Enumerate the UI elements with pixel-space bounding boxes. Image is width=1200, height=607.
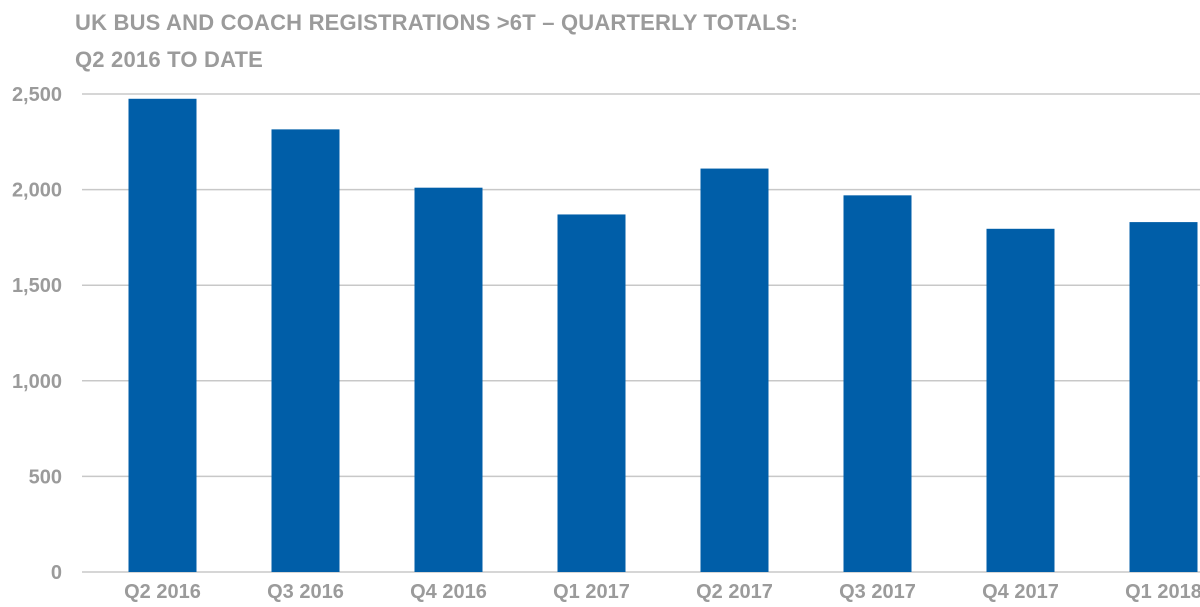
y-tick-label: 1,000 <box>12 371 62 393</box>
y-tick-label: 2,500 <box>12 84 62 106</box>
chart-title: UK BUS AND COACH REGISTRATIONS >6T – QUA… <box>75 4 798 78</box>
x-tick-label: Q3 2016 <box>267 581 344 603</box>
x-tick-label: Q3 2017 <box>839 581 916 603</box>
bars <box>128 98 1198 573</box>
bar <box>557 214 626 572</box>
x-tick-label: Q4 2017 <box>982 581 1059 603</box>
bar <box>843 195 912 572</box>
y-tick-label: 0 <box>51 562 62 584</box>
x-axis-tick-labels: Q2 2016 Q3 2016 Q4 2016 Q1 2017 Q2 2017 Q3 20… <box>124 581 1200 603</box>
bar <box>986 228 1055 572</box>
bar <box>271 129 340 572</box>
x-tick-label: Q2 2016 <box>124 581 201 603</box>
x-tick-label: Q2 2017 <box>696 581 773 603</box>
bar <box>1129 222 1198 572</box>
chart-title-line: UK BUS AND COACH REGISTRATIONS >6T – QUA… <box>75 10 799 35</box>
y-tick-label: 1,500 <box>12 275 62 297</box>
y-tick-label: 2,000 <box>12 180 62 202</box>
y-tick-label: 500 <box>29 466 62 488</box>
chart-subtitle: Q2 2016 TO DATE <box>75 47 264 72</box>
y-axis-tick-labels: 0 500 1,000 1,500 2,000 2,500 <box>12 84 62 584</box>
bar <box>414 187 483 573</box>
bar <box>700 168 769 572</box>
bar <box>128 98 197 572</box>
x-tick-label: Q1 2017 <box>553 581 630 603</box>
x-tick-label: Q1 2018 <box>1125 581 1200 603</box>
x-tick-label: Q4 2016 <box>410 581 487 603</box>
